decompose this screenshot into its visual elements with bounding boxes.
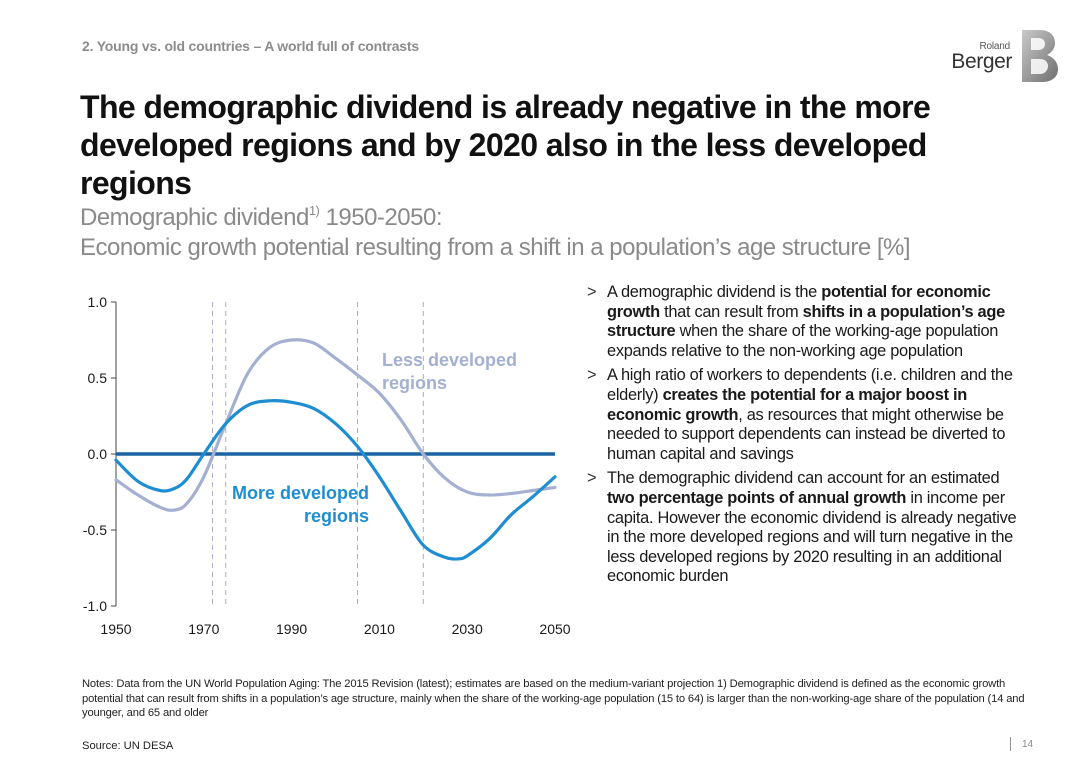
source: Source: UN DESA xyxy=(82,740,174,752)
logo-small-text: Roland xyxy=(979,41,1011,52)
page-divider xyxy=(1010,737,1011,751)
y-tick-label: 0.0 xyxy=(88,446,108,462)
chart-svg: 1.0 0.5 0.0 -0.5 -1.0 1950 1970 1990 2010 2030 205… xyxy=(83,294,571,637)
subtitle-period: 1950-2050: xyxy=(319,204,443,231)
subtitle-footnote-ref: 1) xyxy=(308,203,320,218)
section-label: 2. Young vs. old countries – A world ful… xyxy=(82,38,419,54)
page-title: The demographic dividend is already nega… xyxy=(80,89,931,201)
bullet-text: when the share of the working-age popula… xyxy=(607,322,999,360)
chart-subtitle: Demographic dividend1) 1950-2050: Econom… xyxy=(80,196,1040,263)
x-tick-label: 2050 xyxy=(539,621,570,637)
bullet-text: A demographic dividend is the xyxy=(607,283,822,301)
demographic-dividend-chart: 1.0 0.5 0.0 -0.5 -1.0 1950 1970 1990 2010 2030 205… xyxy=(60,278,580,648)
subtitle-line-2: Economic growth potential resulting from… xyxy=(80,234,911,261)
roland-berger-logo: Roland Berger xyxy=(948,30,1058,84)
less-developed-label-line-1: Less developed xyxy=(382,350,517,370)
x-tick-label: 1970 xyxy=(188,621,219,637)
bullet-text: A high ratio of workers to dependents (i… xyxy=(607,366,1013,404)
subtitle-line-1: Demographic dividend1) 1950-2050: xyxy=(80,196,1040,233)
bullet-emphasis: two percentage points of annual growth xyxy=(607,488,907,507)
logo-big-text: Berger xyxy=(951,50,1012,73)
more-developed-line xyxy=(114,399,557,561)
y-tick-label: -1.0 xyxy=(83,598,107,614)
x-tick-label: 2010 xyxy=(364,621,395,637)
x-tick-label: 1990 xyxy=(276,621,307,637)
bullet-text: in income per capita. However the econom… xyxy=(607,488,1017,586)
bullet-item-3: > The demographic dividend can account fo… xyxy=(587,469,1027,587)
less-developed-label-line-2: regions xyxy=(382,373,447,393)
more-developed-label-line-1: More developed xyxy=(232,483,369,503)
bullet-list: > A demographic dividend is the potential… xyxy=(587,283,1027,592)
notes: Notes: Data from the UN World Population… xyxy=(82,678,1025,720)
less-developed-line xyxy=(114,338,557,512)
logo-b-mark-icon xyxy=(1022,30,1058,82)
bullet-emphasis: creates the potential for a major boost … xyxy=(607,385,967,424)
x-tick-label: 2030 xyxy=(452,621,483,637)
bullet-text: that can result from xyxy=(659,302,803,321)
bullet-item-2: > A high ratio of workers to dependents (… xyxy=(587,366,1027,464)
bullet-emphasis: potential for economic growth xyxy=(607,283,991,321)
page-number: 14 xyxy=(1022,739,1034,750)
x-tick-label: 1950 xyxy=(100,621,131,637)
bullet-text: , as resources that might otherwise be n… xyxy=(607,405,1006,463)
bullet-marker: > xyxy=(587,469,597,488)
y-tick-label: -0.5 xyxy=(83,522,107,538)
y-tick-label: 1.0 xyxy=(88,294,108,310)
y-tick-label: 0.5 xyxy=(88,370,108,386)
bullet-marker: > xyxy=(587,283,597,301)
bullet-text: The demographic dividend can account for… xyxy=(607,469,1000,488)
bullet-marker: > xyxy=(587,366,597,385)
bullet-item-1: > A demographic dividend is the potential… xyxy=(587,283,1027,361)
subtitle-main: Demographic dividend xyxy=(80,204,309,231)
more-developed-label-line-2: regions xyxy=(304,506,369,526)
bullet-emphasis: shifts in a population’s age structure xyxy=(607,302,1005,341)
